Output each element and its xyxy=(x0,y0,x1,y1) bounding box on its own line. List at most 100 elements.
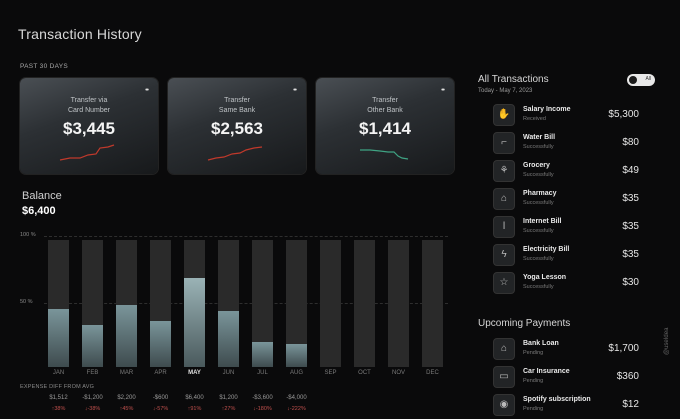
bar-feb[interactable] xyxy=(82,240,103,367)
expense-diff-percent: ↓-57% xyxy=(152,406,169,412)
bar-oct[interactable] xyxy=(354,240,375,367)
bar-fill xyxy=(184,278,205,367)
transaction-row[interactable]: ϟ Electricity Bill Successfully $35 xyxy=(493,244,657,266)
bar-fill xyxy=(116,304,137,367)
water-tap-icon: ⌐ xyxy=(493,132,515,154)
transaction-amount: $30 xyxy=(622,277,639,288)
transaction-amount: $80 xyxy=(622,137,639,148)
more-dots-icon[interactable]: •• xyxy=(293,87,297,94)
month-label: MAR xyxy=(119,370,134,376)
transaction-status: Successfully xyxy=(523,144,554,150)
month-label: JUL xyxy=(257,370,268,376)
toggle-knob xyxy=(629,76,637,84)
transaction-row[interactable]: ▭ Car Insurance Pending $360 xyxy=(493,366,657,388)
card-amount: $3,445 xyxy=(63,119,115,138)
view-toggle[interactable]: All xyxy=(627,74,655,86)
bar-sep[interactable] xyxy=(320,240,341,367)
card-amount: $1,414 xyxy=(359,119,411,138)
y-tick-100: 100 % xyxy=(20,232,36,238)
transaction-name: Salary Income xyxy=(523,106,571,113)
electricity-icon: ϟ xyxy=(493,244,515,266)
page-title: Transaction History xyxy=(18,26,142,42)
month-label: SEP xyxy=(324,370,337,376)
transaction-row[interactable]: ⚘ Grocery Successfully $49 xyxy=(493,160,657,182)
more-dots-icon[interactable]: •• xyxy=(145,87,149,94)
trend-sparkline xyxy=(207,146,263,161)
balance-label: Balance xyxy=(22,190,62,202)
card-label-line2: Same Bank xyxy=(218,107,256,114)
hand-money-icon: ✋ xyxy=(493,104,515,126)
watermark: @useIdea xyxy=(664,327,670,355)
bar-jun[interactable] xyxy=(218,240,239,367)
balance-amount: $6,400 xyxy=(22,205,56,217)
transaction-row[interactable]: ⌂ Pharmacy Successfully $35 xyxy=(493,188,657,210)
bar-fill xyxy=(150,321,171,367)
expense-diff-value: $1,512 xyxy=(49,395,68,401)
expense-diff-value: $1,200 xyxy=(219,395,238,401)
transaction-name: Car Insurance xyxy=(523,368,570,375)
transaction-amount: $360 xyxy=(616,371,639,382)
transaction-name: Bank Loan xyxy=(523,340,559,347)
transaction-name: Pharmacy xyxy=(523,190,557,197)
transaction-status: Successfully xyxy=(523,228,554,234)
card-transfer-other-bank[interactable]: •• Transfer Other Bank $1,414 xyxy=(316,78,454,174)
expense-diff-value: -$1,200 xyxy=(82,395,103,401)
bar-may[interactable] xyxy=(184,240,205,367)
bar-dec[interactable] xyxy=(422,240,443,367)
bar-fill xyxy=(218,311,239,367)
transaction-row[interactable]: ☆ Yoga Lesson Successfully $30 xyxy=(493,272,657,294)
expense-diff-value: -$3,600 xyxy=(252,395,273,401)
internet-icon: ǀ xyxy=(493,216,515,238)
transaction-name: Electricity Bill xyxy=(523,246,570,253)
bar-aug[interactable] xyxy=(286,240,307,367)
transaction-row[interactable]: ⌂ Bank Loan Pending $1,700 xyxy=(493,338,657,360)
bar-fill xyxy=(82,325,103,367)
toggle-label: All xyxy=(645,76,651,82)
transaction-status: Pending xyxy=(523,406,544,412)
spotify-icon: ◉ xyxy=(493,394,515,416)
transaction-row[interactable]: ⌐ Water Bill Successfully $80 xyxy=(493,132,657,154)
card-label-line1: Transfer xyxy=(224,97,250,104)
more-dots-icon[interactable]: •• xyxy=(441,87,445,94)
yoga-icon: ☆ xyxy=(493,272,515,294)
bar-apr[interactable] xyxy=(150,240,171,367)
transaction-amount: $35 xyxy=(622,221,639,232)
month-label: JAN xyxy=(52,370,65,376)
expense-diff-value: -$4,000 xyxy=(286,395,307,401)
card-label-line2: Card Number xyxy=(67,107,110,114)
transaction-name: Internet Bill xyxy=(523,218,562,225)
transaction-row[interactable]: ◉ Spotify subscription Pending $12 xyxy=(493,394,657,416)
bar-mar[interactable] xyxy=(116,240,137,367)
card-transfer-same-bank[interactable]: •• Transfer Same Bank $2,563 xyxy=(168,78,306,174)
pharmacy-icon: ⌂ xyxy=(493,188,515,210)
transaction-status: Successfully xyxy=(523,256,554,262)
transaction-status: Successfully xyxy=(523,284,554,290)
gridline-50 xyxy=(44,303,448,304)
transaction-row[interactable]: ǀ Internet Bill Successfully $35 xyxy=(493,216,657,238)
trend-sparkline xyxy=(360,149,409,160)
transaction-amount: $12 xyxy=(622,399,639,410)
transaction-amount: $35 xyxy=(622,193,639,204)
month-label: NOV xyxy=(391,370,405,376)
transaction-status: Successfully xyxy=(523,200,554,206)
y-tick-50: 50 % xyxy=(20,299,33,305)
expense-diff-percent: ↑45% xyxy=(119,406,134,412)
transaction-status: Received xyxy=(523,116,546,122)
bar-fill xyxy=(48,308,69,367)
transaction-amount: $1,700 xyxy=(608,343,639,354)
card-transfer-card-number[interactable]: •• Transfer via Card Number $3,445 xyxy=(20,78,158,174)
bar-jan[interactable] xyxy=(48,240,69,367)
month-label: FEB xyxy=(86,370,99,376)
transaction-amount: $49 xyxy=(622,165,639,176)
expense-diff-percent: ↓-38% xyxy=(84,406,101,412)
transaction-row[interactable]: ✋ Salary Income Received $5,300 xyxy=(493,104,657,126)
bar-jul[interactable] xyxy=(252,240,273,367)
transaction-name: Grocery xyxy=(523,162,550,169)
expense-diff-percent: ↑38% xyxy=(51,406,66,412)
all-transactions-title: All Transactions xyxy=(478,74,549,85)
gridline-100 xyxy=(44,236,448,237)
upcoming-payments-title: Upcoming Payments xyxy=(478,318,571,329)
transaction-amount: $35 xyxy=(622,249,639,260)
card-label-line1: Transfer via xyxy=(70,97,108,104)
bar-nov[interactable] xyxy=(388,240,409,367)
